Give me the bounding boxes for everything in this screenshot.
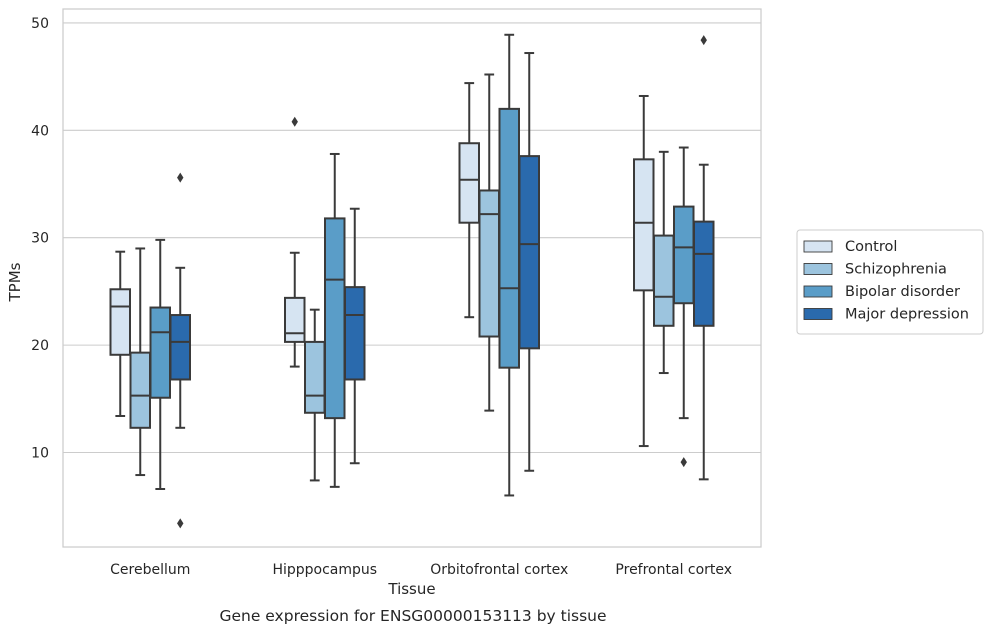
box-control (458, 82, 480, 319)
outlier-point (700, 35, 707, 46)
box-iqr (129, 351, 151, 429)
box-bipolar-disorder (673, 146, 695, 468)
y-tick-label: 30 (31, 231, 49, 247)
box-iqr (109, 288, 131, 356)
box-iqr (344, 286, 366, 381)
box-iqr (149, 306, 171, 399)
outlier-point (680, 457, 687, 468)
y-tick-labels: 10 20 30 40 50 (31, 16, 49, 462)
box-bipolar-disorder (324, 152, 346, 488)
box-control (109, 250, 131, 417)
box-iqr (693, 220, 715, 327)
legend-swatch (803, 285, 833, 298)
box-schizophrenia (653, 150, 675, 375)
box-major-depression (518, 52, 540, 472)
x-tick-label: Prefrontal cortex (615, 562, 732, 578)
box-iqr (458, 142, 480, 224)
y-tick-label: 50 (31, 16, 49, 32)
box-iqr (633, 158, 655, 292)
legend: Control Schizophrenia Bipolar disorder Majo… (796, 229, 984, 335)
box-layer (109, 33, 715, 529)
x-tick-label: Hipppocampus (272, 562, 377, 578)
legend-label: Control (845, 239, 897, 255)
legend-swatch (803, 240, 833, 253)
box-schizophrenia (304, 308, 326, 482)
x-tick-label: Cerebellum (110, 562, 190, 578)
box-iqr (304, 340, 326, 414)
plot-frame (62, 8, 762, 548)
box-major-depression (693, 35, 715, 481)
box-major-depression (169, 172, 191, 529)
box-major-depression (344, 207, 366, 465)
legend-swatch (803, 263, 833, 275)
y-axis-label: TPMs (6, 262, 24, 302)
y-tick-label: 40 (31, 123, 49, 139)
x-tick-label: Orbitofrontal cortex (430, 562, 568, 578)
box-iqr (324, 217, 346, 420)
outlier-point (177, 518, 184, 529)
legend-label: Major depression (845, 307, 969, 323)
box-iqr (284, 296, 306, 343)
box-iqr (673, 205, 695, 305)
chart-caption: Gene expression for ENSG00000153113 by t… (219, 607, 606, 625)
box-iqr (653, 234, 675, 327)
outlier-point (177, 172, 184, 183)
x-axis-label: Tissue (387, 580, 435, 598)
y-tick-label: 10 (31, 446, 49, 462)
legend-frame (796, 229, 984, 335)
legend-label: Schizophrenia (845, 262, 947, 278)
y-tick-label: 20 (31, 338, 49, 354)
box-iqr (518, 155, 540, 350)
box-iqr (478, 189, 500, 338)
x-tick-labels: Cerebellum Hipppocampus Orbitofrontal cort… (110, 562, 732, 578)
legend-swatch (803, 308, 833, 320)
box-iqr (169, 314, 191, 381)
outlier-point (291, 116, 298, 127)
legend-label: Bipolar disorder (845, 284, 960, 300)
box-control (633, 94, 655, 448)
box-iqr (498, 107, 520, 369)
box-control (284, 116, 306, 368)
